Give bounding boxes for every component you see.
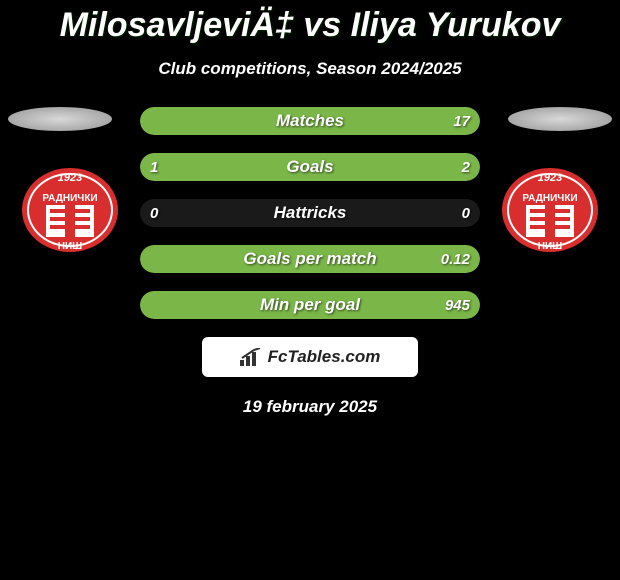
stat-label: Goals per match — [243, 249, 376, 269]
stat-value-right: 0.12 — [441, 251, 470, 268]
svg-text:НИШ: НИШ — [538, 241, 562, 252]
stat-row: Goals per match 0.12 — [140, 245, 480, 273]
chart-icon — [240, 348, 262, 366]
stat-label: Goals — [286, 157, 333, 177]
stats-area: 1923 РАДНИЧКИ НИШ 1923 РАДНИЧКИ — [0, 107, 620, 319]
stat-value-right: 2 — [462, 159, 470, 176]
stat-value-right: 945 — [445, 297, 470, 314]
svg-text:1923: 1923 — [538, 172, 562, 184]
club-logo-right: 1923 РАДНИЧКИ НИШ — [500, 167, 600, 253]
club-logo-left: 1923 РАДНИЧКИ НИШ — [20, 167, 120, 253]
brand-box: FcTables.com — [202, 337, 418, 377]
infographic-container: MilosavljeviÄ‡ vs Iliya Yurukov Club com… — [0, 0, 620, 417]
page-subtitle: Club competitions, Season 2024/2025 — [0, 59, 620, 79]
stat-row: Min per goal 945 — [140, 291, 480, 319]
stat-row: 0 Hattricks 0 — [140, 199, 480, 227]
stat-row: 1 Goals 2 — [140, 153, 480, 181]
stat-value-right: 0 — [462, 205, 470, 222]
stat-label: Hattricks — [274, 203, 347, 223]
svg-text:НИШ: НИШ — [58, 241, 82, 252]
svg-text:РАДНИЧКИ: РАДНИЧКИ — [42, 193, 97, 204]
stat-value-left: 1 — [150, 159, 158, 176]
stat-value-right: 17 — [453, 113, 470, 130]
svg-text:1923: 1923 — [58, 172, 82, 184]
stat-rows: Matches 17 1 Goals 2 0 Hattricks 0 Goals per mat… — [140, 107, 480, 319]
player-oval-right — [508, 107, 612, 131]
player-oval-left — [8, 107, 112, 131]
stat-value-left: 0 — [150, 205, 158, 222]
svg-text:РАДНИЧКИ: РАДНИЧКИ — [522, 193, 577, 204]
shield-icon: 1923 РАДНИЧКИ НИШ — [20, 167, 120, 253]
shield-icon: 1923 РАДНИЧКИ НИШ — [500, 167, 600, 253]
footer-date: 19 february 2025 — [0, 397, 620, 417]
stat-label: Matches — [276, 111, 344, 131]
stat-label: Min per goal — [260, 295, 360, 315]
page-title: MilosavljeviÄ‡ vs Iliya Yurukov — [0, 6, 620, 45]
stat-row: Matches 17 — [140, 107, 480, 135]
brand-label: FcTables.com — [268, 347, 381, 367]
